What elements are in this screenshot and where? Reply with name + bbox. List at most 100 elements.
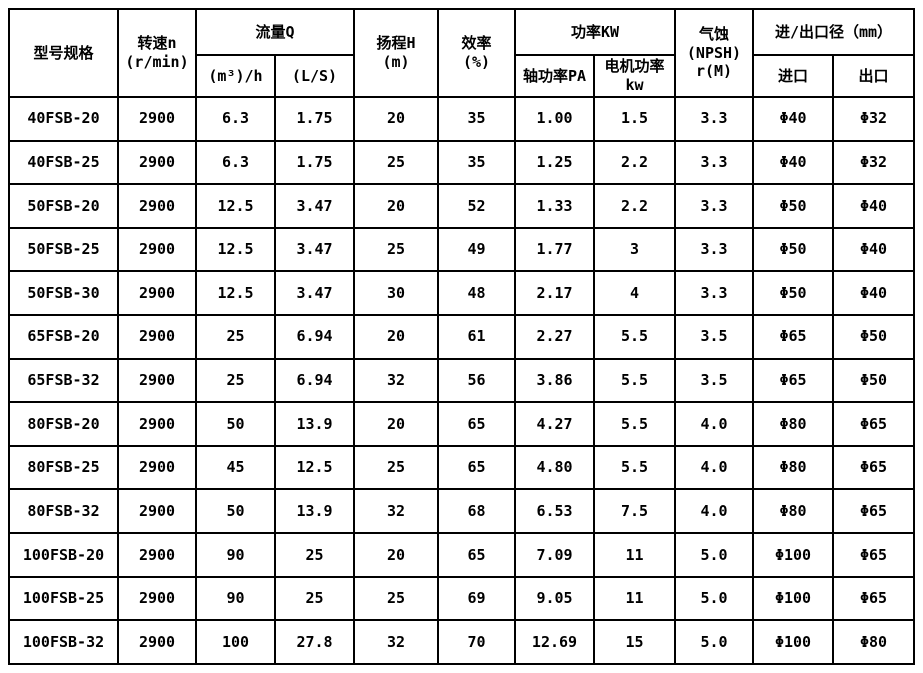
table-cell: Φ40	[752, 96, 834, 142]
table-cell: 25	[274, 532, 355, 578]
header-flow-group: 流量Q	[195, 8, 355, 56]
table-row: 100FSB-32 2900 100 27.8 32 70 12.69 15 5.0 Φ100 Φ8…	[8, 619, 915, 665]
table-cell: 3.5	[674, 314, 754, 360]
table-cell: 4.80	[514, 444, 595, 491]
table-cell: Φ50	[832, 357, 915, 404]
table-cell: 25	[195, 314, 276, 360]
table-cell: 1.25	[514, 139, 595, 186]
table-cell: 20	[353, 183, 439, 229]
table-row: 100FSB-20 2900 90 25 20 65 7.09 11 5.0 Φ100 Φ65	[8, 532, 915, 578]
table-cell: 50FSB-25	[8, 226, 119, 273]
table-cell: 3.5	[674, 357, 754, 404]
table-cell: 65	[437, 444, 516, 491]
table-cell: 2900	[117, 270, 197, 317]
table-cell: Φ50	[752, 183, 834, 229]
table-cell: 5.5	[593, 401, 676, 447]
table-cell: 25	[353, 139, 439, 186]
table-cell: 32	[353, 488, 439, 535]
header-flow-m3h: (m³)/h	[195, 54, 276, 98]
table-cell: 2900	[117, 226, 197, 273]
table-cell: Φ80	[752, 444, 834, 491]
header-power-shaft: 轴功率PA	[514, 54, 595, 98]
table-cell: Φ65	[832, 488, 915, 535]
table-cell: 12.5	[195, 270, 276, 317]
table-cell: Φ65	[832, 444, 915, 491]
table-cell: 49	[437, 226, 516, 273]
table-cell: 50	[195, 488, 276, 535]
table-cell: 2900	[117, 183, 197, 229]
table-cell: 4.27	[514, 401, 595, 447]
table-cell: 1.77	[514, 226, 595, 273]
table-row: 40FSB-20 2900 6.3 1.75 20 35 1.00 1.5 3.3 Φ40 Φ32	[8, 96, 915, 142]
table-cell: 25	[353, 575, 439, 622]
table-cell: 80FSB-20	[8, 401, 119, 447]
table-cell: 80FSB-25	[8, 444, 119, 491]
table-cell: Φ32	[832, 96, 915, 142]
header-power-motor: 电机功率 kw	[593, 54, 676, 98]
table-cell: Φ50	[752, 270, 834, 317]
table-cell: 2900	[117, 532, 197, 578]
table-cell: 6.3	[195, 139, 276, 186]
table-cell: 25	[274, 575, 355, 622]
table-cell: Φ100	[752, 575, 834, 622]
table-cell: 25	[353, 444, 439, 491]
table-cell: 20	[353, 96, 439, 142]
table-cell: 90	[195, 532, 276, 578]
table-cell: 13.9	[274, 488, 355, 535]
table-row: 40FSB-25 2900 6.3 1.75 25 35 1.25 2.2 3.3 Φ40 Φ32	[8, 139, 915, 186]
table-cell: 3.3	[674, 270, 754, 317]
table-header: 型号规格 转速n (r/min) 流量Q 扬程H (m) 效率 (%) 功率KW…	[8, 8, 915, 98]
table-cell: 80FSB-32	[8, 488, 119, 535]
header-inlet: 进口	[752, 54, 834, 98]
table-cell: Φ50	[752, 226, 834, 273]
table-cell: Φ32	[832, 139, 915, 186]
table-cell: 2.2	[593, 183, 676, 229]
table-cell: Φ80	[752, 401, 834, 447]
table-cell: 2900	[117, 488, 197, 535]
table-cell: 100FSB-25	[8, 575, 119, 622]
table-cell: 5.5	[593, 444, 676, 491]
table-cell: 25	[195, 357, 276, 404]
table-row: 80FSB-20 2900 50 13.9 20 65 4.27 5.5 4.0 Φ80 Φ65	[8, 401, 915, 447]
table-cell: 52	[437, 183, 516, 229]
table-cell: Φ40	[832, 183, 915, 229]
header-speed: 转速n (r/min)	[117, 8, 197, 98]
table-cell: 40FSB-20	[8, 96, 119, 142]
table-row: 65FSB-20 2900 25 6.94 20 61 2.27 5.5 3.5 Φ65 Φ50	[8, 314, 915, 360]
table-cell: 12.69	[514, 619, 595, 665]
table-cell: 4.0	[674, 444, 754, 491]
table-cell: 65FSB-20	[8, 314, 119, 360]
table-cell: Φ65	[832, 532, 915, 578]
table-cell: 20	[353, 532, 439, 578]
header-npsh: 气蚀 (NPSH) r(M)	[674, 8, 754, 98]
table-cell: 3	[593, 226, 676, 273]
table-cell: 2.27	[514, 314, 595, 360]
table-body: 40FSB-20 2900 6.3 1.75 20 35 1.00 1.5 3.3 Φ40 Φ32 4…	[8, 96, 915, 665]
table-cell: 100FSB-20	[8, 532, 119, 578]
table-cell: 40FSB-25	[8, 139, 119, 186]
table-cell: 48	[437, 270, 516, 317]
table-cell: 6.94	[274, 357, 355, 404]
table-cell: 5.0	[674, 575, 754, 622]
table-cell: Φ65	[832, 575, 915, 622]
table-cell: 2900	[117, 575, 197, 622]
table-cell: 2.17	[514, 270, 595, 317]
table-cell: 65	[437, 401, 516, 447]
table-row: 100FSB-25 2900 90 25 25 69 9.05 11 5.0 Φ100 Φ65	[8, 575, 915, 622]
table-cell: 69	[437, 575, 516, 622]
table-cell: 3.47	[274, 270, 355, 317]
table-cell: 6.94	[274, 314, 355, 360]
table-row: 50FSB-20 2900 12.5 3.47 20 52 1.33 2.2 3.3 Φ50 Φ40	[8, 183, 915, 229]
table-cell: 7.09	[514, 532, 595, 578]
table-row: 50FSB-30 2900 12.5 3.47 30 48 2.17 4 3.3 Φ50 Φ40	[8, 270, 915, 317]
table-cell: 2900	[117, 139, 197, 186]
table-cell: Φ65	[752, 314, 834, 360]
header-head: 扬程H (m)	[353, 8, 439, 98]
table-cell: 1.5	[593, 96, 676, 142]
table-cell: Φ50	[832, 314, 915, 360]
table-cell: 6.3	[195, 96, 276, 142]
table-row: 50FSB-25 2900 12.5 3.47 25 49 1.77 3 3.3 Φ50 Φ40	[8, 226, 915, 273]
table-cell: Φ100	[752, 619, 834, 665]
table-cell: 1.75	[274, 96, 355, 142]
table-cell: Φ100	[752, 532, 834, 578]
